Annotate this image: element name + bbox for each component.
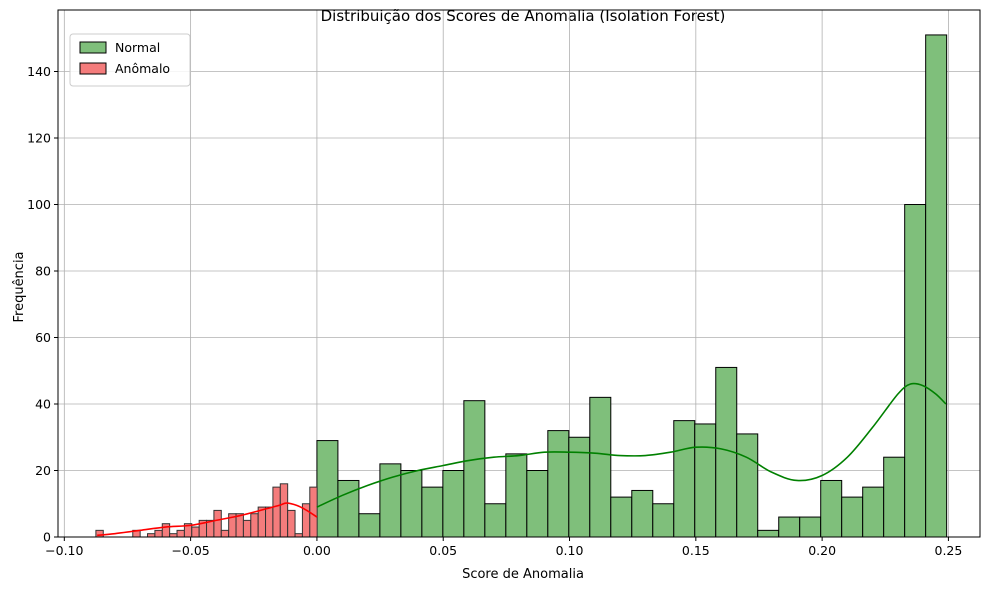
x-tick-label: 0.00 xyxy=(303,543,331,558)
normal-bar xyxy=(904,204,927,538)
y-tick-label: 100 xyxy=(27,197,51,212)
anomalo-bar xyxy=(272,486,281,538)
anomalo-bar xyxy=(279,483,289,538)
normal-bar xyxy=(526,470,549,538)
x-tick-label: 0.15 xyxy=(682,543,710,558)
legend-label-anomalo: Anômalo xyxy=(115,61,170,76)
legend-swatch-normal xyxy=(79,41,107,54)
y-tick-label: 40 xyxy=(35,397,51,412)
normal-bar xyxy=(652,503,675,538)
anomalo-bar xyxy=(220,529,230,538)
normal-bar xyxy=(694,423,717,538)
anomalo-kde-line xyxy=(97,502,318,537)
normal-bar xyxy=(463,400,486,538)
x-tick-label: 0.20 xyxy=(808,543,836,558)
anomalo-bar xyxy=(257,506,267,538)
axis-ticks: −0.10 −0.05 0.00 0.05 0.10 0.15 0.20 0.25 0 20 40 6… xyxy=(27,64,962,558)
normal-bars xyxy=(316,34,948,538)
normal-bar xyxy=(925,34,948,538)
anomalo-bar xyxy=(191,526,200,538)
normal-bar xyxy=(337,479,360,538)
anomalo-bar xyxy=(176,529,185,538)
normal-bar xyxy=(778,516,801,538)
legend-label-normal: Normal xyxy=(115,40,160,55)
plot-frame xyxy=(57,9,981,538)
anomalo-bar xyxy=(242,519,252,538)
kde-curves xyxy=(97,382,947,537)
normal-bar xyxy=(862,486,885,538)
normal-bar xyxy=(400,470,423,538)
anomalo-bars xyxy=(95,483,318,538)
normal-bar xyxy=(631,489,654,538)
anomalo-bar xyxy=(213,509,222,538)
x-tick-label: −0.05 xyxy=(171,543,209,558)
normal-bar xyxy=(757,529,780,538)
y-tick-label: 60 xyxy=(35,330,51,345)
anomalo-bar xyxy=(235,513,244,538)
y-tick-label: 0 xyxy=(43,530,51,545)
normal-bar xyxy=(442,470,465,538)
y-axis-label: Frequência xyxy=(12,251,27,322)
x-tick-label: 0.10 xyxy=(556,543,584,558)
normal-bar xyxy=(736,433,759,538)
normal-kde-line xyxy=(316,382,947,508)
normal-bar xyxy=(505,453,528,538)
anomalo-bar xyxy=(287,509,296,538)
anomalo-bar xyxy=(95,529,104,538)
normal-bar xyxy=(673,420,696,538)
normal-bar xyxy=(841,496,864,538)
y-tick-label: 20 xyxy=(35,463,51,478)
x-tick-label: −0.10 xyxy=(45,543,83,558)
legend-swatch-anomalo xyxy=(79,62,107,75)
x-axis-label: Score de Anomalia xyxy=(462,567,584,582)
chart-title: Distribuição dos Scores de Anomalia (Iso… xyxy=(321,7,726,25)
normal-bar xyxy=(316,440,339,538)
legend: Normal Anômalo xyxy=(69,33,191,87)
y-tick-label: 120 xyxy=(27,131,51,146)
y-tick-label: 140 xyxy=(27,64,51,79)
normal-bar xyxy=(358,513,381,538)
y-tick-label: 80 xyxy=(35,264,51,279)
normal-bar xyxy=(610,496,633,538)
normal-bar xyxy=(883,456,906,538)
normal-bar xyxy=(799,516,822,538)
normal-bar xyxy=(589,396,612,538)
anomalo-bar xyxy=(161,523,171,538)
x-tick-label: 0.25 xyxy=(935,543,963,558)
anomalo-bar xyxy=(250,513,259,538)
normal-bar xyxy=(421,486,444,538)
x-tick-label: 0.05 xyxy=(429,543,457,558)
normal-bar xyxy=(820,479,843,538)
normal-bar xyxy=(547,430,570,538)
anomalo-bar xyxy=(154,529,163,538)
normal-bar xyxy=(484,503,507,538)
normal-bar xyxy=(379,463,402,538)
anomalo-bar xyxy=(265,506,274,538)
